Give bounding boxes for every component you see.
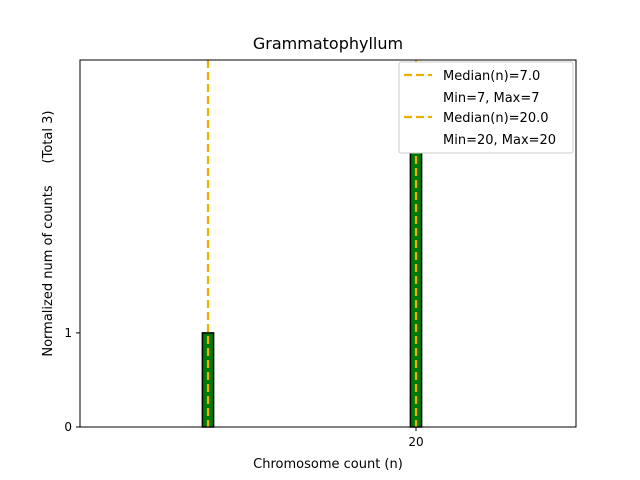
y-axis-total-note: (Total 3)	[41, 111, 56, 164]
legend-sublabel-7: Min=7, Max=7	[443, 91, 540, 106]
y-axis-label: Normalized num of counts	[41, 185, 56, 356]
y-axis-ticks: 01	[64, 326, 80, 434]
x-tick-label-20: 20	[408, 435, 423, 449]
y-tick-label-0: 0	[64, 420, 72, 434]
legend-box	[398, 61, 574, 154]
plot-area	[80, 60, 423, 428]
chart-title: Grammatophyllum	[253, 34, 403, 53]
legend-label-20: Median(n)=20.0	[443, 111, 549, 126]
legend: Median(n)=7.0 Min=7, Max=7 Median(n)=20.0 M…	[398, 61, 574, 154]
legend-sublabel-20: Min=20, Max=20	[443, 133, 556, 148]
y-tick-label-1: 1	[64, 326, 72, 340]
x-axis-ticks: 20	[408, 427, 424, 449]
legend-label-7: Median(n)=7.0	[443, 69, 540, 84]
x-axis-label: Chromosome count (n)	[253, 457, 403, 472]
axes-frame	[79, 59, 577, 428]
